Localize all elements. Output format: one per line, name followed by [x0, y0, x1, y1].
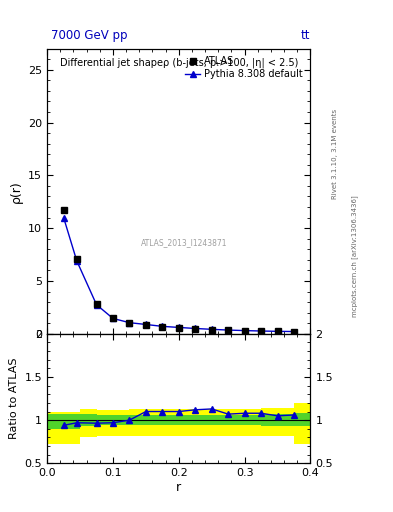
Line: ATLAS: ATLAS: [61, 207, 297, 335]
Text: ATLAS_2013_I1243871: ATLAS_2013_I1243871: [141, 238, 227, 247]
ATLAS: [127, 319, 132, 326]
Pythia 8.308 default: [94, 302, 99, 308]
ATLAS: [275, 328, 280, 334]
Text: mcplots.cern.ch [arXiv:1306.3436]: mcplots.cern.ch [arXiv:1306.3436]: [352, 195, 358, 317]
Pythia 8.308 default: [259, 328, 263, 334]
ATLAS: [61, 207, 66, 214]
Pythia 8.308 default: [209, 326, 214, 332]
Pythia 8.308 default: [61, 215, 66, 221]
Pythia 8.308 default: [176, 325, 181, 331]
Y-axis label: ρ(r): ρ(r): [9, 180, 23, 203]
ATLAS: [242, 328, 247, 334]
ATLAS: [143, 322, 148, 328]
Text: 7000 GeV pp: 7000 GeV pp: [51, 29, 128, 42]
Legend: ATLAS, Pythia 8.308 default: ATLAS, Pythia 8.308 default: [183, 53, 306, 82]
Pythia 8.308 default: [111, 315, 116, 322]
Pythia 8.308 default: [292, 329, 296, 335]
ATLAS: [160, 324, 165, 330]
ATLAS: [176, 325, 181, 331]
Y-axis label: Ratio to ATLAS: Ratio to ATLAS: [9, 358, 19, 439]
Pythia 8.308 default: [127, 319, 132, 326]
ATLAS: [226, 327, 231, 333]
X-axis label: r: r: [176, 481, 182, 494]
Pythia 8.308 default: [74, 258, 79, 264]
Pythia 8.308 default: [275, 328, 280, 334]
Text: tt: tt: [301, 29, 310, 42]
Pythia 8.308 default: [242, 328, 247, 334]
ATLAS: [193, 326, 198, 332]
ATLAS: [94, 301, 99, 307]
Line: Pythia 8.308 default: Pythia 8.308 default: [61, 215, 297, 335]
ATLAS: [209, 327, 214, 333]
ATLAS: [259, 328, 263, 334]
Text: Differential jet shapeρ (b-jets, pₜ>100, |η| < 2.5): Differential jet shapeρ (b-jets, pₜ>100,…: [60, 57, 298, 68]
Pythia 8.308 default: [193, 326, 198, 332]
ATLAS: [292, 329, 296, 335]
Pythia 8.308 default: [160, 323, 165, 329]
ATLAS: [111, 315, 116, 321]
ATLAS: [74, 255, 79, 262]
Pythia 8.308 default: [143, 322, 148, 328]
Pythia 8.308 default: [226, 327, 231, 333]
Text: Rivet 3.1.10, 3.1M events: Rivet 3.1.10, 3.1M events: [332, 109, 338, 199]
